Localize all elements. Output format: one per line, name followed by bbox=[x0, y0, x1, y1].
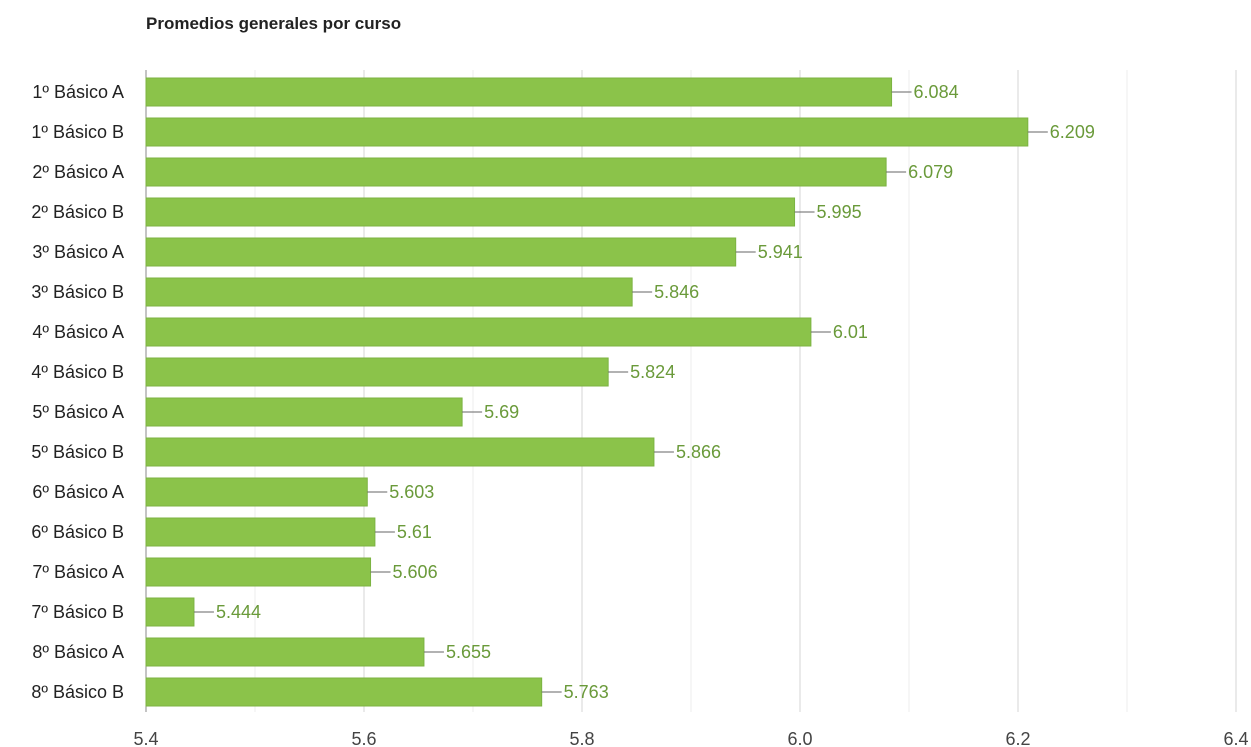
x-tick-label: 5.6 bbox=[351, 729, 376, 747]
data-label: 5.846 bbox=[654, 282, 699, 302]
bar bbox=[145, 597, 195, 627]
category-label: 4º Básico B bbox=[31, 362, 124, 382]
data-label: 5.763 bbox=[564, 682, 609, 702]
x-tick-label: 6.2 bbox=[1005, 729, 1030, 747]
data-label: 5.995 bbox=[817, 202, 862, 222]
category-label: 2º Básico B bbox=[31, 202, 124, 222]
data-label: 5.655 bbox=[446, 642, 491, 662]
category-label: 3º Básico A bbox=[32, 242, 124, 262]
x-axis-ticks: 5.4 5.6 5.8 6.0 6.2 6.4 bbox=[133, 729, 1248, 747]
bar bbox=[145, 277, 633, 307]
data-label: 5.824 bbox=[630, 362, 675, 382]
data-label: 6.084 bbox=[914, 82, 959, 102]
category-label: 8º Básico A bbox=[32, 642, 124, 662]
data-label: 5.606 bbox=[393, 562, 438, 582]
bar bbox=[145, 677, 543, 707]
bar bbox=[145, 397, 463, 427]
bar bbox=[145, 117, 1029, 147]
category-label: 5º Básico A bbox=[32, 402, 124, 422]
x-tick-label: 6.4 bbox=[1223, 729, 1248, 747]
bar bbox=[145, 557, 372, 587]
category-label: 6º Básico A bbox=[32, 482, 124, 502]
bar bbox=[145, 437, 655, 467]
category-label: 8º Básico B bbox=[31, 682, 124, 702]
bars: 6.084 6.209 6.079 5.995 5.941 5.846 6.01 5.824 5… bbox=[145, 77, 1095, 707]
data-label: 6.079 bbox=[908, 162, 953, 182]
data-label: 6.209 bbox=[1050, 122, 1095, 142]
bar bbox=[145, 517, 376, 547]
category-label: 3º Básico B bbox=[31, 282, 124, 302]
bar bbox=[145, 357, 609, 387]
bar bbox=[145, 477, 368, 507]
bar bbox=[145, 77, 893, 107]
bar bbox=[145, 157, 887, 187]
data-label: 5.941 bbox=[758, 242, 803, 262]
category-label: 7º Básico B bbox=[31, 602, 124, 622]
category-label: 5º Básico B bbox=[31, 442, 124, 462]
x-tick-label: 6.0 bbox=[787, 729, 812, 747]
category-label: 6º Básico B bbox=[31, 522, 124, 542]
category-label: 7º Básico A bbox=[32, 562, 124, 582]
data-label: 5.69 bbox=[484, 402, 519, 422]
x-tick-label: 5.8 bbox=[569, 729, 594, 747]
category-label: 4º Básico A bbox=[32, 322, 124, 342]
category-label: 1º Básico B bbox=[31, 122, 124, 142]
data-label: 5.603 bbox=[389, 482, 434, 502]
category-label: 2º Básico A bbox=[32, 162, 124, 182]
category-label: 1º Básico A bbox=[32, 82, 124, 102]
bar bbox=[145, 197, 796, 227]
data-label: 5.444 bbox=[216, 602, 261, 622]
category-labels: 1º Básico A 1º Básico B 2º Básico A 2º Bási… bbox=[31, 82, 124, 702]
chart-title: Promedios generales por curso bbox=[146, 14, 402, 33]
x-tick-label: 5.4 bbox=[133, 729, 158, 747]
data-label: 5.866 bbox=[676, 442, 721, 462]
data-label: 6.01 bbox=[833, 322, 868, 342]
bar bbox=[145, 317, 812, 347]
data-label: 5.61 bbox=[397, 522, 432, 542]
bar bbox=[145, 637, 425, 667]
bar bbox=[145, 237, 737, 267]
